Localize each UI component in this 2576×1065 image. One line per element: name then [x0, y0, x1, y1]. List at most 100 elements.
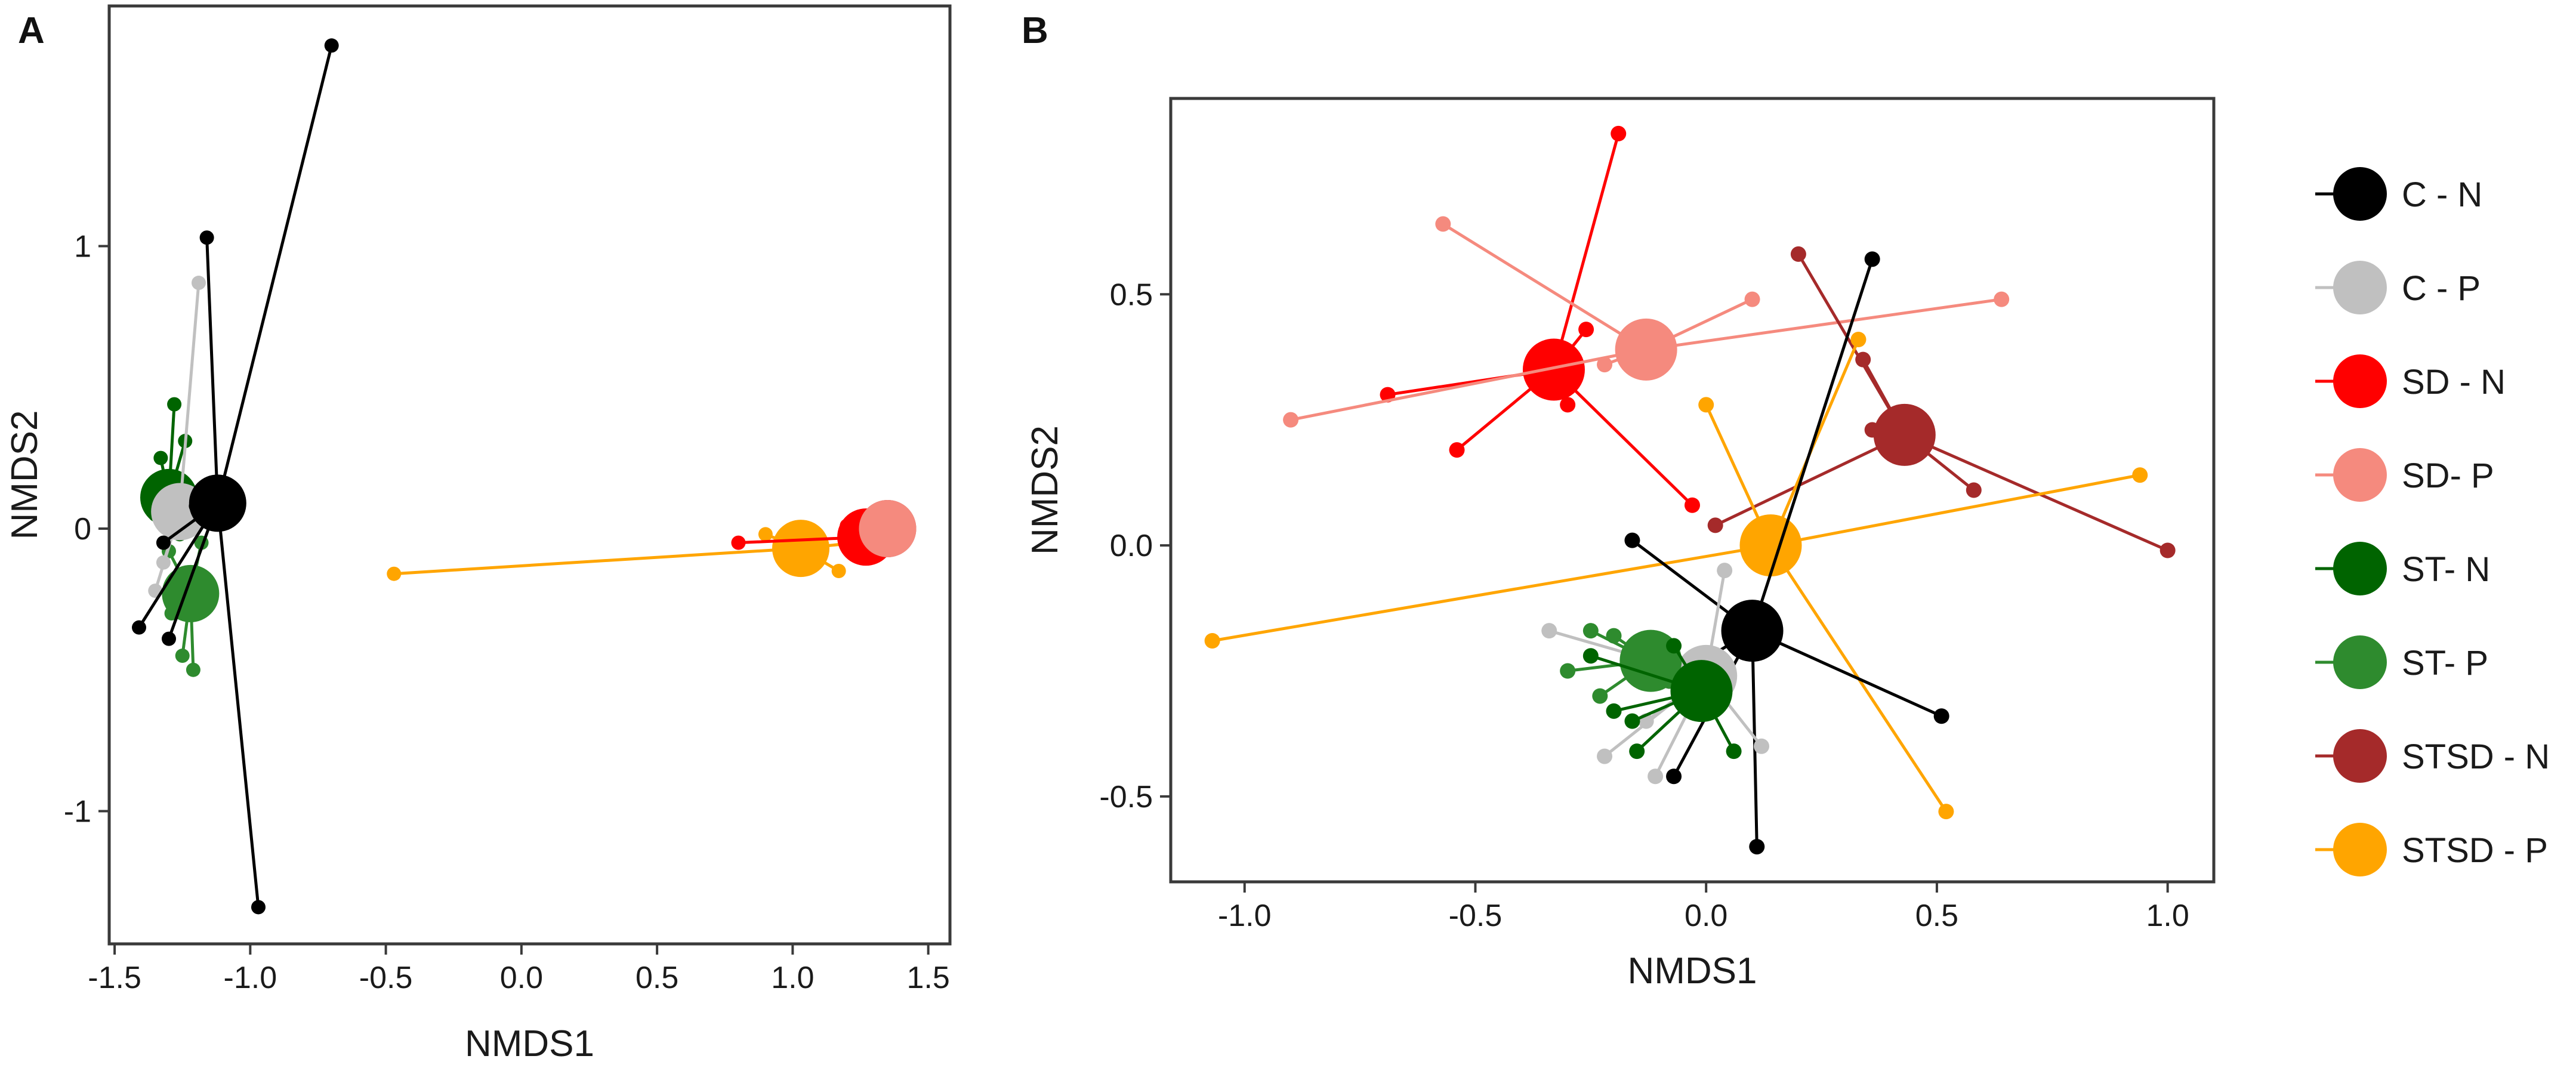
panel-b-point-stsd-n-1 [2159, 542, 2176, 558]
panel-b-point-st-p-0 [1582, 623, 1599, 639]
legend-swatch-stsd-p [2333, 823, 2387, 876]
panel-b-point-c-p-1 [1597, 748, 1613, 764]
panel-b-point-stsd-n-2 [1966, 482, 1982, 498]
panel-b-point-c-n-2 [1933, 708, 1949, 724]
panel-b-point-sd-n-1 [1578, 322, 1594, 338]
panel-b-spoke-sd-n-4 [1553, 368, 1693, 507]
panel-a-x-tick-label: 0.0 [500, 961, 543, 995]
legend-item-c-p: C - P [2315, 261, 2481, 314]
panel-b-point-st-p-1 [1592, 688, 1608, 704]
panel-a-x-tick-label: 0.5 [635, 961, 678, 995]
panel-a-point-stsd-p-0 [387, 566, 402, 581]
panel-a-x-tick-label: -1.5 [88, 961, 141, 995]
panel-a-point-stsd-p-1 [831, 563, 846, 578]
panel-a-point-c-n-4 [156, 535, 171, 550]
legend-label-sd-p: SD- P [2402, 456, 2494, 495]
panel-a-y-tick-label: 1 [74, 229, 91, 264]
panel-b-point-stsd-p-3 [1698, 397, 1714, 413]
panel-b-point-st-n-4 [1666, 638, 1682, 654]
panel-b-y-axis-title: NMDS2 [1025, 425, 1066, 555]
panel-a-letter: A [18, 10, 45, 51]
legend-item-sd-n: SD - N [2315, 354, 2506, 408]
panel-b-centroid-sd-p [1615, 318, 1677, 381]
panel-b-point-stsd-p-4 [1850, 332, 1867, 347]
panel-b-x-tick-label: 0.5 [1915, 899, 1958, 933]
panel-b-series-sd-p [1283, 216, 2010, 428]
panel-b-point-c-p-4 [1717, 563, 1733, 579]
panel-b-spoke-c-n-2 [1751, 629, 1942, 718]
panel-b-y-tick-label: 0.0 [1110, 529, 1153, 563]
panel-b-point-sd-n-3 [1449, 442, 1465, 458]
panel-b-spoke-sd-p-1 [1290, 348, 1647, 422]
panel-b-centroid-stsd-p [1739, 514, 1802, 577]
legend-swatch-c-n [2333, 167, 2387, 221]
panel-a-plot-frame [107, 4, 952, 946]
panel-b-point-c-n-0 [1864, 251, 1880, 267]
panel-a-series-stsd-p [387, 520, 892, 581]
panel-b-point-st-p-2 [1560, 663, 1576, 679]
panel-b-series-stsd-p [1204, 332, 2148, 820]
panel-a-series-c-n [131, 38, 339, 915]
panel-b-point-sd-n-4 [1685, 497, 1700, 513]
legend-label-sd-n: SD - N [2402, 363, 2506, 402]
panel-b-point-stsd-p-1 [2132, 467, 2148, 483]
panel-b-x-axis-title: NMDS1 [1627, 950, 1757, 992]
panel-a-point-c-n-2 [251, 900, 266, 915]
panel-a-centroid-stsd-p [772, 520, 830, 578]
panel-a: A -1.5 -1.0 -0.5 0.0 0.5 1.0 1.5 1 0 -1 NMDS1 NMDS2 [4, 4, 952, 1064]
panel-b-centroid-c-n [1721, 600, 1784, 662]
panel-a-x-axis-title: NMDS1 [465, 1023, 594, 1064]
panel-b-axes: -1.0 -0.5 0.0 0.5 1.0 0.5 0.0 -0.5 NMDS1 NMDS2 [1025, 277, 2189, 992]
legend-label-st-n: ST- N [2402, 550, 2490, 589]
panel-b-centroid-stsd-n [1873, 403, 1936, 466]
panel-a-point-c-n-3 [131, 620, 146, 635]
legend-label-c-p: C - P [2402, 269, 2481, 308]
panel-b-point-sd-p-1 [1283, 412, 1299, 428]
panel-b-x-tick-label: -0.5 [1449, 899, 1503, 933]
panel-b-point-stsd-p-0 [1204, 633, 1220, 649]
legend-label-st-p: ST- P [2402, 644, 2488, 683]
panel-b-centroid-st-n [1670, 660, 1733, 723]
legend-item-st-p: ST- P [2315, 635, 2488, 689]
panel-b-point-stsd-n-3 [1707, 517, 1723, 533]
panel-a-spoke-c-n-2 [216, 503, 260, 907]
panel-b-centroid-sd-n [1522, 338, 1585, 401]
panel-a-spoke-c-p-0 [178, 282, 200, 512]
panel-a-point-st-n-0 [167, 397, 182, 412]
panel-b-point-sd-p-0 [1435, 216, 1451, 232]
legend-item-c-n: C - N [2315, 167, 2482, 221]
panel-a-x-tick-label: 1.5 [906, 961, 949, 995]
legend-item-sd-p: SD- P [2315, 448, 2494, 502]
panel-b-point-sd-n-0 [1611, 125, 1627, 141]
panel-b-spoke-stsd-n-3 [1714, 433, 1905, 527]
panel-b-point-sd-n-5 [1560, 397, 1576, 413]
panel-b-point-st-p-4 [1606, 628, 1622, 644]
panel-a-series-st-p [161, 535, 220, 677]
legend-label-c-n: C - N [2402, 175, 2482, 214]
panel-b-point-sd-p-2 [1994, 291, 2010, 307]
panel-a-point-c-p-1 [156, 555, 171, 570]
panel-a-x-tick-label: -1.0 [224, 961, 277, 995]
panel-a-point-c-n-0 [324, 38, 339, 53]
panel-a-point-st-n-1 [153, 450, 168, 465]
panel-a-point-c-p-0 [191, 276, 206, 291]
panel-a-axes: -1.5 -1.0 -0.5 0.0 0.5 1.0 1.5 1 0 -1 NMDS1 NMDS2 [4, 229, 950, 1064]
panel-b: B -1.0 -0.5 0.0 0.5 1.0 0.5 0.0 -0.5 NMDS1 NMDS2 [1022, 10, 2216, 992]
panel-b-point-st-n-5 [1606, 703, 1622, 719]
panel-b-spoke-sd-p-0 [1442, 223, 1647, 351]
panel-b-x-tick-label: 1.0 [2146, 899, 2189, 933]
panel-a-centroid-st-p [162, 564, 220, 622]
panel-a-point-stsd-p-3 [758, 527, 773, 542]
panel-a-point-c-n-1 [199, 230, 214, 245]
legend-swatch-sd-p [2333, 448, 2387, 502]
panel-b-point-sd-p-3 [1744, 291, 1760, 307]
legend-swatch-c-p [2333, 261, 2387, 314]
panel-a-centroid-c-n [189, 474, 246, 532]
panel-b-plot-area [1204, 125, 2176, 855]
panel-b-series-stsd-n [1707, 246, 2176, 558]
panel-a-spoke-stsd-p-0 [394, 547, 801, 576]
panel-b-plot-frame [1169, 97, 2216, 884]
panel-b-letter: B [1022, 10, 1048, 51]
legend-swatch-stsd-n [2333, 729, 2387, 783]
panel-b-spoke-stsd-p-0 [1212, 544, 1771, 643]
